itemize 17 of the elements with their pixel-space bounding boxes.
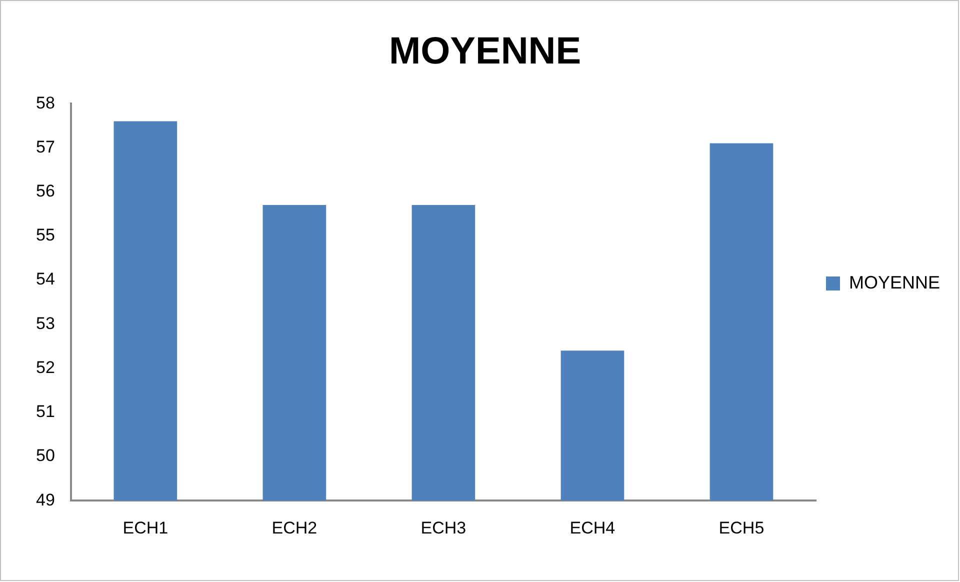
y-tick-label: 53 (36, 314, 55, 333)
y-tick-label: 56 (36, 182, 55, 201)
y-tick-label: 52 (36, 358, 55, 377)
y-tick-label: 54 (36, 270, 55, 289)
x-tick-label: ECH4 (570, 518, 616, 538)
y-tick-label: 55 (36, 226, 55, 245)
y-tick-label: 49 (36, 490, 55, 510)
y-tick-label: 58 (36, 93, 55, 112)
x-tick-label: ECH5 (718, 518, 764, 538)
x-tick-label: ECH1 (122, 518, 168, 538)
y-tick-label: 51 (36, 402, 55, 422)
y-tick-label: 57 (36, 137, 55, 156)
chart-title: MOYENNE (388, 30, 582, 72)
y-tick-label: 50 (36, 446, 55, 466)
x-tick-label: ECH2 (272, 518, 318, 538)
legend-label: MOYENNE (848, 272, 940, 292)
x-tick-label: ECH3 (420, 518, 466, 538)
